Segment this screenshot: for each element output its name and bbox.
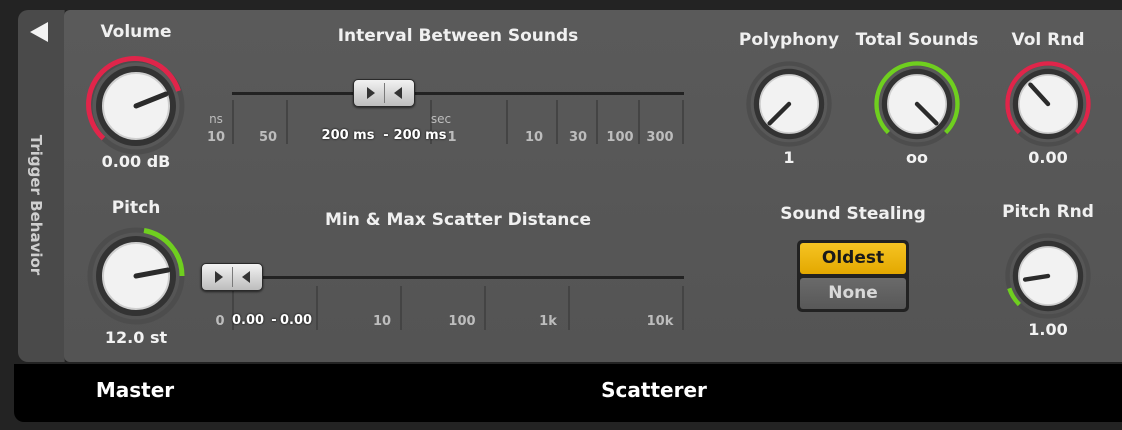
scatter-range-separator: - [271,313,277,328]
pitch-label: Pitch [111,198,161,218]
range-max-arrow-icon [385,83,411,103]
interval-tick-label: 50 [258,130,278,145]
volume-label: Volume [100,22,172,42]
interval-tick [286,100,288,144]
interval-tick [430,100,432,144]
range-max-arrow-icon [233,267,259,287]
polyphony-value: 1 [783,148,795,167]
sidebar-rail [18,10,65,362]
scatter-tick [232,286,234,330]
volume-value: 0.00 dB [101,152,171,171]
scatter-tick-label: 0 [215,314,225,329]
range-min-arrow-icon [206,267,232,287]
scatter-tick [400,286,402,330]
interval-tick [682,100,684,144]
interval-unit-sec: sec [430,112,452,126]
vol-rnd-label: Vol Rnd [1011,30,1085,50]
scatter-tick [316,286,318,330]
polyphony-label: Polyphony [738,30,840,50]
interval-tick [506,100,508,144]
interval-range-max: 200 ms [393,128,447,143]
sound-stealing-oldest-button[interactable]: Oldest [800,243,906,274]
pitch-rnd-value: 1.00 [1028,320,1068,339]
polyphony-knob[interactable] [745,60,833,148]
scatter-range-min: 0.00 [231,313,265,328]
vol-rnd-knob[interactable] [1004,60,1092,148]
footer-scatterer-label: Scatterer [601,378,707,402]
pitch-rnd-knob[interactable] [1004,232,1092,320]
collapse-left-icon[interactable] [30,22,48,42]
scatter-label: Min & Max Scatter Distance [324,210,592,230]
volume-knob[interactable] [86,56,186,156]
vol-rnd-value: 0.00 [1028,148,1068,167]
interval-tick [556,100,558,144]
total-sounds-value: oo [906,148,928,167]
range-min-arrow-icon [358,83,384,103]
scatter-track[interactable] [232,276,684,279]
scatter-tick-label: 10k [646,314,674,329]
interval-tick [232,100,234,144]
interval-label: Interval Between Sounds [337,26,579,46]
interval-range-min: 200 ms [321,128,375,143]
sound-stealing-selector: Oldest None [797,240,909,312]
interval-tick-label: 300 [646,130,674,145]
scatter-tick [682,286,684,330]
total-sounds-knob[interactable] [873,60,961,148]
main-panel [64,10,1122,362]
interval-tick-label: 1 [447,130,457,145]
total-sounds-label: Total Sounds [855,30,979,50]
scatter-tick-label: 10 [372,314,392,329]
sound-stealing-label: Sound Stealing [780,204,926,224]
interval-range-separator: - [383,128,389,143]
interval-unit-ns: ns [209,112,223,126]
sidebar-label: Trigger Behavior [27,134,45,276]
pitch-knob[interactable] [86,226,186,326]
interval-range-handle[interactable] [353,79,415,107]
interval-tick-label: 100 [606,130,634,145]
interval-tick-label: 10 [206,130,226,145]
scatter-range-max: 0.00 [279,313,313,328]
scatter-tick-label: 100 [448,314,476,329]
scatter-tick-label: 1k [539,314,557,329]
scatter-tick [568,286,570,330]
interval-tick [638,100,640,144]
footer-master-label: Master [95,378,175,402]
sound-stealing-none-button[interactable]: None [800,278,906,309]
interval-tick-label: 30 [568,130,588,145]
interval-track[interactable] [232,92,684,95]
scatter-tick [484,286,486,330]
interval-tick-label: 10 [524,130,544,145]
scatter-range-handle[interactable] [201,263,263,291]
pitch-rnd-label: Pitch Rnd [1002,202,1094,222]
pitch-value: 12.0 st [104,328,168,347]
interval-tick [596,100,598,144]
footer-bar [14,364,1122,422]
